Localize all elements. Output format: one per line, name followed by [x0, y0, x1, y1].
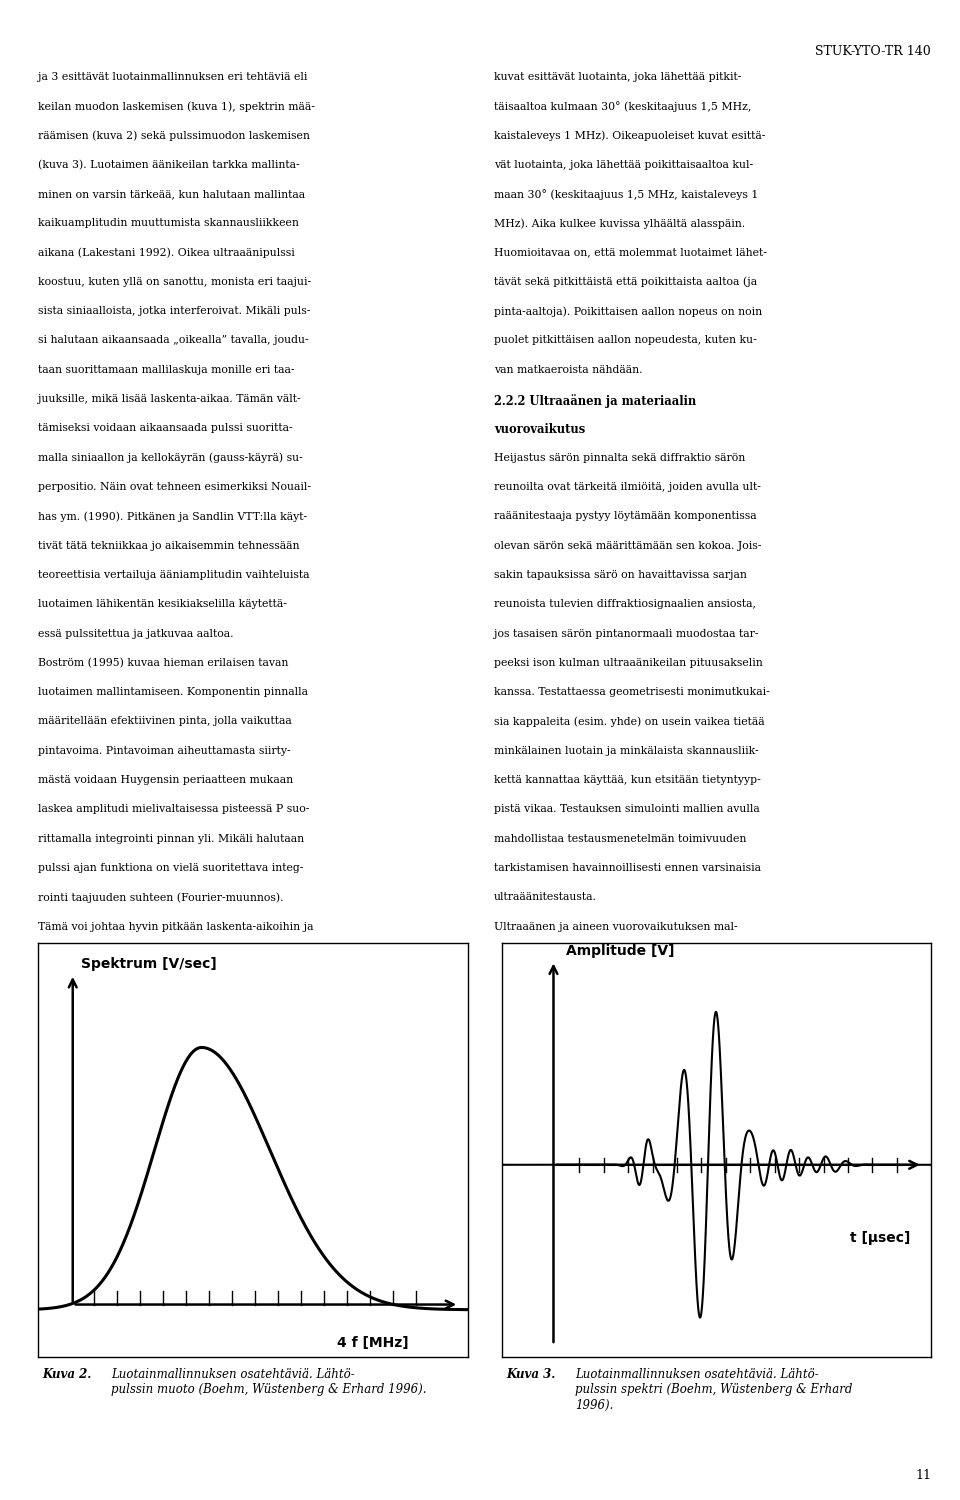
Text: täisaaltoa kulmaan 30° (keskitaajuus 1,5 MHz,: täisaaltoa kulmaan 30° (keskitaajuus 1,5… [493, 100, 751, 112]
Text: tämiseksi voidaan aikaansaada pulssi suoritta-: tämiseksi voidaan aikaansaada pulssi suo… [38, 423, 293, 433]
Text: Ultraaänen ja aineen vuorovaikutuksen mal-: Ultraaänen ja aineen vuorovaikutuksen ma… [493, 921, 737, 932]
Text: pulssi ajan funktiona on vielä suoritettava integ-: pulssi ajan funktiona on vielä suoritett… [38, 862, 303, 873]
Text: mahdollistaa testausmenetelmän toimivuuden: mahdollistaa testausmenetelmän toimivuud… [493, 834, 746, 843]
Text: reunoilta ovat tärkeitä ilmiöitä, joiden avulla ult-: reunoilta ovat tärkeitä ilmiöitä, joiden… [493, 482, 760, 492]
Text: Kuva 3.: Kuva 3. [506, 1368, 556, 1382]
Text: räämisen (kuva 2) sekä pulssimuodon laskemisen: räämisen (kuva 2) sekä pulssimuodon lask… [38, 130, 310, 141]
Text: STUK-YTO-TR 140: STUK-YTO-TR 140 [815, 45, 931, 58]
Text: teoreettisia vertailuja ääniamplitudin vaihteluista: teoreettisia vertailuja ääniamplitudin v… [38, 570, 310, 580]
Text: juuksille, mikä lisää laskenta-aikaa. Tämän vält-: juuksille, mikä lisää laskenta-aikaa. Tä… [38, 394, 301, 404]
Text: sista siniaalloista, jotka interferoivat. Mikäli puls-: sista siniaalloista, jotka interferoivat… [38, 306, 311, 316]
Text: rittamalla integrointi pinnan yli. Mikäli halutaan: rittamalla integrointi pinnan yli. Mikäl… [38, 834, 304, 843]
Text: peeksi ison kulman ultraaänikeilan pituusakselin: peeksi ison kulman ultraaänikeilan pituu… [493, 658, 762, 668]
Text: Luotainmallinnuksen osatehtäviä. Lähtö-
pulssin spektri (Boehm, Wüstenberg & Erh: Luotainmallinnuksen osatehtäviä. Lähtö- … [575, 1368, 852, 1411]
Text: ja 3 esittävät luotainmallinnuksen eri tehtäviä eli: ja 3 esittävät luotainmallinnuksen eri t… [38, 72, 308, 81]
Text: pintavoima. Pintavoiman aiheuttamasta siirty-: pintavoima. Pintavoiman aiheuttamasta si… [38, 746, 291, 756]
Text: määritellään efektiivinen pinta, jolla vaikuttaa: määritellään efektiivinen pinta, jolla v… [38, 717, 292, 726]
Text: Tämä voi johtaa hyvin pitkään laskenta-aikoihin ja: Tämä voi johtaa hyvin pitkään laskenta-a… [38, 921, 314, 932]
Text: pinta-aaltoja). Poikittaisen aallon nopeus on noin: pinta-aaltoja). Poikittaisen aallon nope… [493, 306, 762, 316]
Text: taan suorittamaan mallilaskuja monille eri taa-: taan suorittamaan mallilaskuja monille e… [38, 364, 295, 375]
Text: tivät tätä tekniikkaa jo aikaisemmin tehnessään: tivät tätä tekniikkaa jo aikaisemmin teh… [38, 540, 300, 550]
Text: Heijastus särön pinnalta sekä diffraktio särön: Heijastus särön pinnalta sekä diffraktio… [493, 453, 745, 462]
Text: raäänitestaaja pystyy löytämään komponentissa: raäänitestaaja pystyy löytämään komponen… [493, 512, 756, 522]
Text: ultraäänitestausta.: ultraäänitestausta. [493, 892, 596, 903]
Text: puolet pitkittäisen aallon nopeudesta, kuten ku-: puolet pitkittäisen aallon nopeudesta, k… [493, 336, 756, 345]
Text: Spektrum [V/sec]: Spektrum [V/sec] [82, 957, 217, 970]
Text: tävät sekä pitkittäistä että poikittaista aaltoa (ja: tävät sekä pitkittäistä että poikittaist… [493, 278, 756, 288]
Text: essä pulssitettua ja jatkuvaa aaltoa.: essä pulssitettua ja jatkuvaa aaltoa. [38, 628, 234, 639]
Text: kaistaleveys 1 MHz). Oikeapuoleiset kuvat esittä-: kaistaleveys 1 MHz). Oikeapuoleiset kuva… [493, 130, 765, 141]
Text: minen on varsin tärkeää, kun halutaan mallintaa: minen on varsin tärkeää, kun halutaan ma… [38, 189, 305, 200]
Text: laskea amplitudi mielivaltaisessa pisteessä P suo-: laskea amplitudi mielivaltaisessa pistee… [38, 804, 310, 814]
Text: minkälainen luotain ja minkälaista skannausliik-: minkälainen luotain ja minkälaista skann… [493, 746, 758, 756]
Text: pistä vikaa. Testauksen simulointi mallien avulla: pistä vikaa. Testauksen simulointi malli… [493, 804, 759, 814]
Text: jos tasaisen särön pintanormaali muodostaa tar-: jos tasaisen särön pintanormaali muodost… [493, 628, 758, 639]
Text: kettä kannattaa käyttää, kun etsitään tietyntyyp-: kettä kannattaa käyttää, kun etsitään ti… [493, 776, 760, 784]
Text: van matkaeroista nähdään.: van matkaeroista nähdään. [493, 364, 642, 375]
Text: olevan särön sekä määrittämään sen kokoa. Jois-: olevan särön sekä määrittämään sen kokoa… [493, 540, 761, 550]
Text: reunoista tulevien diffraktiosignaalien ansiosta,: reunoista tulevien diffraktiosignaalien … [493, 598, 756, 609]
Text: luotaimen lähikentän kesikiakselilla käytettä-: luotaimen lähikentän kesikiakselilla käy… [38, 598, 287, 609]
Text: maan 30° (keskitaajuus 1,5 MHz, kaistaleveys 1: maan 30° (keskitaajuus 1,5 MHz, kaistale… [493, 189, 758, 200]
Text: 11: 11 [915, 1468, 931, 1482]
Text: kuvat esittävät luotainta, joka lähettää pitkit-: kuvat esittävät luotainta, joka lähettää… [493, 72, 741, 81]
Text: 4 f [MHz]: 4 f [MHz] [337, 1336, 409, 1350]
Text: has ym. (1990). Pitkänen ja Sandlin VTT:lla käyt-: has ym. (1990). Pitkänen ja Sandlin VTT:… [38, 512, 307, 522]
Text: kanssa. Testattaessa geometrisesti monimutkukai-: kanssa. Testattaessa geometrisesti monim… [493, 687, 770, 698]
Text: Huomioitavaa on, että molemmat luotaimet lähet-: Huomioitavaa on, että molemmat luotaimet… [493, 248, 767, 258]
Text: aikana (Lakestani 1992). Oikea ultraaänipulssi: aikana (Lakestani 1992). Oikea ultraaäni… [38, 248, 295, 258]
Text: t [μsec]: t [μsec] [850, 1232, 910, 1245]
Text: vät luotainta, joka lähettää poikittaisaaltoa kul-: vät luotainta, joka lähettää poikittaisa… [493, 159, 753, 170]
Text: kaikuamplitudin muuttumista skannausliikkeen: kaikuamplitudin muuttumista skannausliik… [38, 217, 300, 228]
Text: sakin tapauksissa särö on havaittavissa sarjan: sakin tapauksissa särö on havaittavissa … [493, 570, 747, 580]
Text: Luotainmallinnuksen osatehtäviä. Lähtö-
pulssin muoto (Boehm, Wüstenberg & Erhar: Luotainmallinnuksen osatehtäviä. Lähtö- … [111, 1368, 427, 1396]
Text: Kuva 2.: Kuva 2. [42, 1368, 92, 1382]
Text: 2.2.2 Ultraaänen ja materiaalin: 2.2.2 Ultraaänen ja materiaalin [493, 394, 696, 408]
Text: Amplitude [V]: Amplitude [V] [566, 944, 675, 958]
Text: rointi taajuuden suhteen (Fourier-muunnos).: rointi taajuuden suhteen (Fourier-muunno… [38, 892, 284, 903]
Text: vuorovaikutus: vuorovaikutus [493, 423, 585, 436]
Text: tarkistamisen havainnoillisesti ennen varsinaisia: tarkistamisen havainnoillisesti ennen va… [493, 862, 760, 873]
Text: si halutaan aikaansaada „oikealla” tavalla, joudu-: si halutaan aikaansaada „oikealla” taval… [38, 336, 309, 345]
Text: (kuva 3). Luotaimen äänikeilan tarkka mallinta-: (kuva 3). Luotaimen äänikeilan tarkka ma… [38, 159, 300, 170]
Text: perpositio. Näin ovat tehneen esimerkiksi Nouail-: perpositio. Näin ovat tehneen esimerkiks… [38, 482, 311, 492]
Text: mästä voidaan Huygensin periaatteen mukaan: mästä voidaan Huygensin periaatteen muka… [38, 776, 294, 784]
Text: sia kappaleita (esim. yhde) on usein vaikea tietää: sia kappaleita (esim. yhde) on usein vai… [493, 717, 764, 728]
Text: malla siniaallon ja kellokäyrän (gauss-käyrä) su-: malla siniaallon ja kellokäyrän (gauss-k… [38, 453, 303, 464]
Text: MHz). Aika kulkee kuvissa ylhäältä alasspäin.: MHz). Aika kulkee kuvissa ylhäältä alass… [493, 217, 745, 229]
Text: keilan muodon laskemisen (kuva 1), spektrin mää-: keilan muodon laskemisen (kuva 1), spekt… [38, 100, 315, 111]
Text: luotaimen mallintamiseen. Komponentin pinnalla: luotaimen mallintamiseen. Komponentin pi… [38, 687, 308, 698]
Text: koostuu, kuten yllä on sanottu, monista eri taajui-: koostuu, kuten yllä on sanottu, monista … [38, 278, 312, 286]
Text: Boström (1995) kuvaa hieman erilaisen tavan: Boström (1995) kuvaa hieman erilaisen ta… [38, 658, 289, 668]
